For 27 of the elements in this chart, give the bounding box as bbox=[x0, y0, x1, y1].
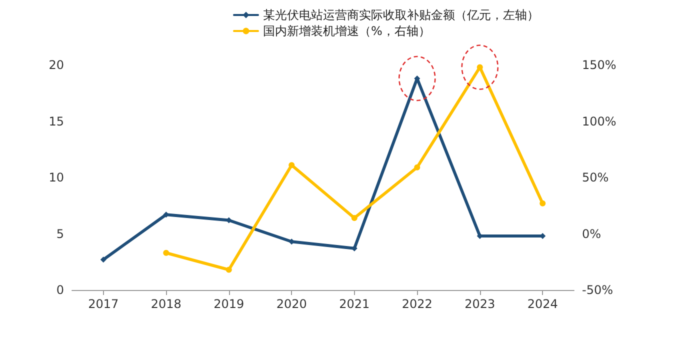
point bbox=[540, 200, 546, 206]
y-tick-label: 15 bbox=[48, 114, 64, 128]
y2-tick-label: 150% bbox=[582, 58, 616, 72]
y-tick-label: 10 bbox=[48, 170, 64, 184]
legend-label: 某光伏电站运营商实际收取补贴金额（亿元，左轴） bbox=[263, 8, 539, 22]
y-tick-label: 5 bbox=[56, 226, 64, 241]
y2-tick-label: 100% bbox=[582, 114, 616, 128]
y2-tick-label: 50% bbox=[582, 170, 609, 184]
x-tick-label: 2021 bbox=[339, 297, 370, 311]
point bbox=[288, 162, 295, 168]
y2-tick-label: 0% bbox=[582, 226, 602, 241]
point bbox=[163, 250, 170, 256]
y-tick-label: 20 bbox=[48, 58, 64, 72]
x-tick-label: 2024 bbox=[527, 297, 558, 311]
y2-tick-label: -50% bbox=[582, 283, 614, 297]
x-tick-label: 2019 bbox=[214, 297, 244, 311]
x-tick-label: 2022 bbox=[402, 297, 432, 311]
x-tick-label: 2023 bbox=[464, 297, 496, 311]
point bbox=[414, 164, 420, 170]
legend-label: 国内新增装机增速（%，右轴） bbox=[263, 24, 430, 38]
x-tick-label: 2020 bbox=[276, 297, 307, 311]
x-tick-label: 2018 bbox=[150, 297, 182, 311]
x-tick-label: 2017 bbox=[88, 297, 119, 311]
y-tick-label: 0 bbox=[56, 283, 64, 297]
point bbox=[100, 256, 106, 263]
point bbox=[226, 266, 232, 273]
point bbox=[351, 215, 358, 221]
